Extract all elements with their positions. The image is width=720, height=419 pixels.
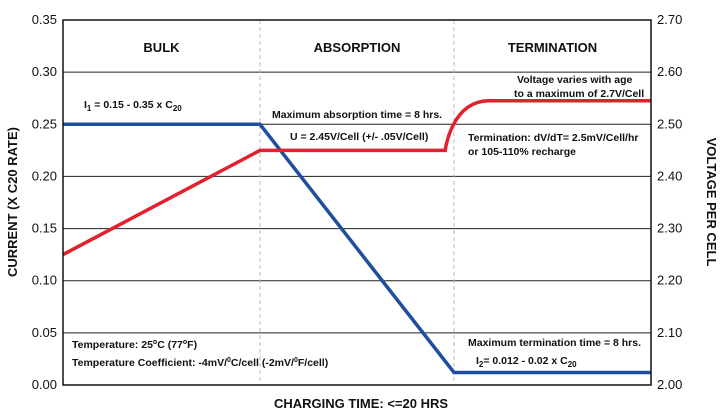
left-tick-label: 0.10 xyxy=(32,273,57,288)
voltage-series-line xyxy=(62,99,651,257)
x-axis-title: CHARGING TIME: <=20 HRS xyxy=(274,396,448,411)
series xyxy=(62,99,651,375)
annotation-max-termination: Maximum termination time = 8 hrs. xyxy=(468,337,641,349)
right-tick-label: 2.20 xyxy=(657,273,682,288)
phase-label-absorption: ABSORPTION xyxy=(314,40,401,55)
annotation-termination-2: or 105-110% recharge xyxy=(468,146,576,158)
phase-label-bulk: BULK xyxy=(143,40,180,55)
y-axis-right-title: VOLTAGE PER CELL xyxy=(704,138,719,267)
plot-frame xyxy=(62,19,652,386)
right-tick-label: 2.40 xyxy=(657,168,682,183)
left-tick-label: 0.05 xyxy=(32,325,57,340)
left-axis-ticks: 0.00 0.05 0.10 0.15 0.20 0.25 0.30 0.35 xyxy=(32,12,57,392)
right-tick-label: 2.60 xyxy=(657,64,682,79)
right-tick-label: 2.70 xyxy=(657,12,682,27)
right-tick-label: 2.50 xyxy=(657,116,682,131)
phase-label-termination: TERMINATION xyxy=(508,40,597,55)
left-tick-label: 0.15 xyxy=(32,221,57,236)
annotation-u-voltage: U = 2.45V/Cell (+/- .05V/Cell) xyxy=(290,131,428,143)
left-tick-label: 0.30 xyxy=(32,64,57,79)
annotation-voltage-varies-1: Voltage varies with age xyxy=(517,74,633,86)
phase-labels: BULK ABSORPTION TERMINATION xyxy=(143,40,597,55)
y-axis-left-title: CURRENT (X C20 RATE) xyxy=(5,127,20,277)
right-tick-label: 2.00 xyxy=(657,377,682,392)
right-axis-ticks: 2.00 2.10 2.20 2.30 2.40 2.50 2.60 2.70 xyxy=(657,12,682,392)
annotation-termination-1: Termination: dV/dT= 2.5mV/Cell/hr xyxy=(468,132,638,144)
annotation-voltage-varies-2: to a maximum of 2.7V/Cell xyxy=(514,88,644,100)
right-tick-label: 2.10 xyxy=(657,325,682,340)
annotation-i2: I2= 0.012 - 0.02 x C20 xyxy=(476,355,577,369)
annotation-temp-coefficient: Temperature Coefficient: -4mV/0C/cell (-… xyxy=(72,357,328,369)
left-tick-label: 0.20 xyxy=(32,168,57,183)
left-tick-label: 0.00 xyxy=(32,377,57,392)
left-tick-label: 0.25 xyxy=(32,116,57,131)
annotation-i1: I1 = 0.15 - 0.35 x C20 xyxy=(84,99,182,113)
phase-dividers xyxy=(259,20,455,385)
right-tick-label: 2.30 xyxy=(657,221,682,236)
current-series-line xyxy=(63,122,651,375)
left-tick-label: 0.35 xyxy=(32,12,57,27)
annotation-max-absorption: Maximum absorption time = 8 hrs. xyxy=(272,109,442,121)
annotation-temperature: Temperature: 25oC (77oF) xyxy=(72,339,197,351)
